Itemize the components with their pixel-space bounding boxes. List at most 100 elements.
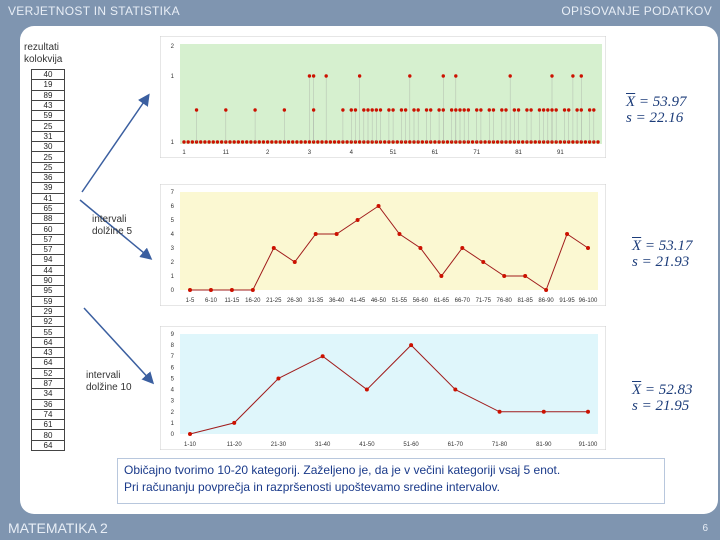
- data-point: [508, 140, 512, 144]
- data-point: [188, 288, 192, 292]
- data-point: [286, 140, 291, 144]
- y-tick-label: 4: [171, 232, 175, 238]
- series-line: [190, 205, 589, 291]
- data-point: [541, 108, 546, 112]
- mean-symbol: X: [632, 382, 642, 398]
- data-point: [491, 108, 496, 112]
- data-point: [550, 108, 554, 112]
- note-line1: Običajno tvorimo 10-20 kategorij. Zaželj…: [124, 463, 561, 477]
- y-tick-label: 7: [171, 354, 175, 360]
- data-point: [295, 140, 299, 144]
- data-point: [512, 108, 517, 112]
- y-tick-label: 3: [171, 399, 175, 405]
- sd-symbol: s: [632, 254, 638, 270]
- x-tick-label: 3: [308, 150, 312, 156]
- data-point: [311, 108, 316, 112]
- data-point: [292, 260, 297, 264]
- data-point: [395, 140, 399, 144]
- data-point: [261, 140, 266, 144]
- data-point: [364, 387, 369, 392]
- x-tick-label: 61-65: [434, 298, 450, 304]
- data-point: [282, 140, 287, 144]
- y-tick-label: 2: [171, 260, 175, 266]
- data-point: [250, 288, 255, 292]
- data-point: [337, 140, 341, 144]
- data-point: [403, 140, 408, 144]
- data-point: [462, 108, 466, 112]
- data-point: [483, 140, 487, 144]
- x-tick-label: 11-15: [224, 298, 240, 304]
- x-tick-label: 21-25: [266, 298, 282, 304]
- data-point: [500, 140, 504, 144]
- data-point: [546, 108, 550, 112]
- data-point: [345, 140, 349, 144]
- data-point: [596, 140, 600, 144]
- sd-value: = 21.93: [641, 254, 690, 270]
- data-point: [391, 108, 395, 112]
- data-point: [228, 140, 232, 144]
- data-point: [495, 140, 500, 144]
- x-tick-label: 31-40: [315, 442, 331, 448]
- data-point: [592, 108, 596, 112]
- data-point: [383, 140, 387, 144]
- data-point: [562, 140, 567, 144]
- data-point: [207, 140, 211, 144]
- data-point: [516, 140, 521, 144]
- data-point: [586, 246, 590, 250]
- data-point: [311, 140, 316, 144]
- x-tick-label: 16-20: [245, 298, 261, 304]
- x-tick-label: 11-20: [227, 442, 243, 448]
- data-point: [362, 108, 366, 112]
- x-tick-label: 91: [557, 150, 564, 156]
- x-tick-label: 81-90: [536, 442, 552, 448]
- y-tick-label: 0: [171, 432, 175, 438]
- data-point: [245, 140, 249, 144]
- data-point: [420, 140, 425, 144]
- x-tick-label: 91-95: [559, 298, 575, 304]
- x-tick-label: 46-50: [371, 298, 387, 304]
- data-point: [276, 376, 281, 381]
- data-point: [497, 409, 502, 414]
- data-point: [387, 108, 391, 112]
- data-point: [491, 140, 496, 144]
- data-point: [353, 108, 358, 112]
- data-point: [554, 108, 558, 112]
- data-point: [409, 343, 414, 348]
- x-tick-label: 61: [432, 150, 439, 156]
- mean-value: = 53.17: [644, 238, 693, 254]
- x-tick-label: 21-30: [271, 442, 287, 448]
- stats-interval10: X = 52.83 s = 21.95: [632, 382, 693, 414]
- stats-interval5: X = 53.17 s = 21.93: [632, 238, 693, 270]
- data-point: [240, 140, 245, 144]
- x-tick-label: 51-60: [403, 442, 419, 448]
- data-point: [416, 140, 420, 144]
- data-point: [462, 140, 466, 144]
- data-point: [541, 409, 546, 414]
- data-point: [521, 140, 525, 144]
- data-point: [445, 140, 450, 144]
- interval10-label-line2: dolžine 10: [86, 382, 132, 393]
- data-point: [439, 274, 444, 278]
- data-point: [487, 108, 491, 112]
- data-point: [376, 204, 381, 208]
- x-tick-label: 81: [515, 150, 522, 156]
- mean-value: = 53.97: [638, 94, 687, 110]
- x-tick-label: 71: [473, 150, 480, 156]
- y-tick-label: 1: [171, 274, 175, 280]
- interval5-label: intervali dolžine 5: [92, 214, 132, 238]
- y-tick-label: 3: [171, 246, 175, 252]
- x-tick-label: 1-5: [186, 298, 195, 304]
- data-point: [575, 140, 579, 144]
- data-point: [316, 140, 320, 144]
- x-tick-label: 86-90: [538, 298, 554, 304]
- x-tick-label: 96-100: [579, 298, 598, 304]
- page-number: 6: [702, 523, 708, 534]
- data-point: [500, 108, 504, 112]
- data-point: [424, 108, 429, 112]
- mean-value: = 52.83: [644, 382, 693, 398]
- data-point: [236, 140, 241, 144]
- data-point: [537, 108, 542, 112]
- x-tick-label: 51-55: [392, 298, 408, 304]
- x-tick-label: 41-45: [350, 298, 366, 304]
- arrow-to-raw-chart: [81, 93, 150, 193]
